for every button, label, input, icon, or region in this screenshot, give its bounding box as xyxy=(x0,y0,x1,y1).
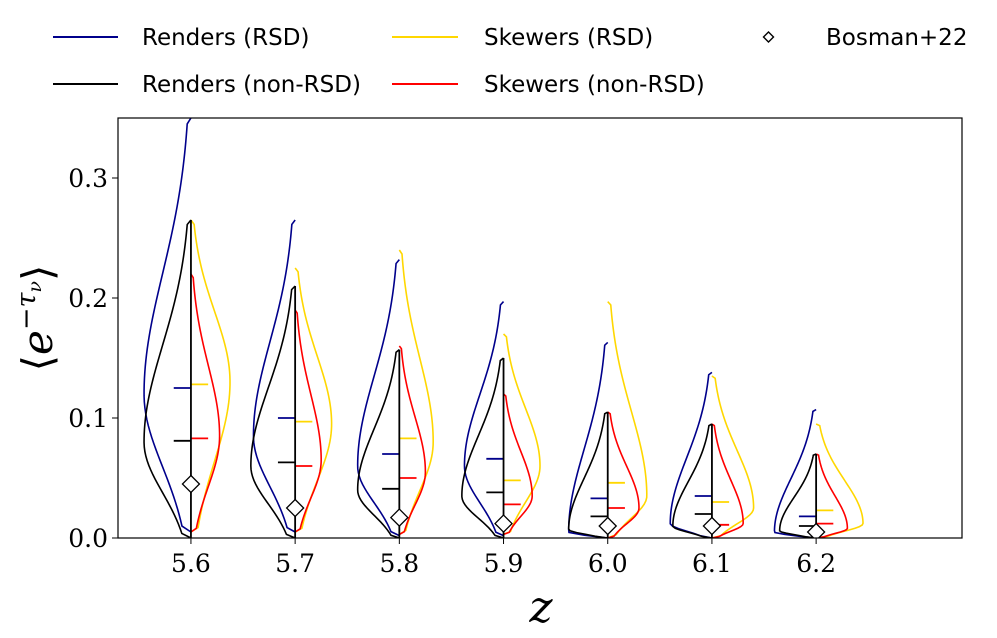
violin-skewers-non-rsd-z6.2 xyxy=(815,453,849,538)
violin-renders-rsd-z5.7 xyxy=(252,219,296,533)
x-tick-label: 6.0 xyxy=(588,549,628,578)
bosman22-point-z5.9 xyxy=(494,514,513,534)
legend-label: Skewers (RSD) xyxy=(484,25,653,51)
violin-renders-rsd-z6.2 xyxy=(773,408,817,538)
legend-label: Bosman+22 xyxy=(826,25,967,51)
violin-skewers-non-rsd-z5.8 xyxy=(398,345,427,536)
legend: Renders (RSD) Skewers (RSD) Bosman+22 Rende… xyxy=(53,25,967,98)
violin-skewers-rsd-z6.2 xyxy=(815,423,864,538)
violin-renders-non-rsd-z5.6 xyxy=(143,219,192,538)
plot-area xyxy=(143,118,864,538)
legend-entry-skewers-non-rsd: Skewers (non-RSD) xyxy=(392,72,705,98)
legend-label: Renders (non-RSD) xyxy=(142,72,361,98)
legend-entry-skewers-rsd: Skewers (RSD) xyxy=(392,25,653,51)
violin-renders-rsd-z5.6 xyxy=(143,118,192,533)
violin-renders-non-rsd-z5.7 xyxy=(250,285,296,538)
violin-skewers-rsd-z6.0 xyxy=(607,301,648,538)
y-axis: 0.0 0.1 0.2 0.3 xyxy=(68,164,118,553)
violin-renders-rsd-z5.9 xyxy=(463,301,505,537)
legend-entry-renders-non-rsd: Renders (non-RSD) xyxy=(53,72,361,98)
bosman22-point-z6.0 xyxy=(598,516,618,536)
legend-entry-bosman-22: Bosman+22 xyxy=(762,25,967,51)
violin-skewers-rsd-z6.1 xyxy=(711,375,755,538)
y-tick-label: 0.0 xyxy=(68,524,108,553)
y-tick-label: 0.1 xyxy=(68,404,108,433)
x-axis-label: z xyxy=(528,582,553,633)
x-tick-label: 5.7 xyxy=(275,549,315,578)
x-axis: 5.6 5.7 5.8 5.9 6.0 6.1 6.2 xyxy=(171,538,836,578)
violin-renders-rsd-z5.8 xyxy=(356,259,400,537)
bosman22-point-z6.1 xyxy=(702,516,722,536)
x-tick-label: 5.6 xyxy=(171,549,211,578)
violin-renders-non-rsd-z5.8 xyxy=(356,348,400,538)
violin-renders-rsd-z6.1 xyxy=(669,371,713,538)
violin-skewers-rsd-z5.8 xyxy=(398,249,434,536)
bosman22-point-z5.6 xyxy=(181,474,201,494)
violin-renders-non-rsd-z6.0 xyxy=(567,411,609,538)
violin-renders-rsd-z6.0 xyxy=(567,341,609,538)
bosman22-point-z6.2 xyxy=(806,522,826,538)
violin-renders-non-rsd-z6.2 xyxy=(778,453,817,538)
legend-label: Renders (RSD) xyxy=(142,25,309,51)
violin-skewers-non-rsd-z6.1 xyxy=(711,423,744,538)
violin-skewers-non-rsd-z6.0 xyxy=(607,411,640,538)
violin-renders-non-rsd-z5.9 xyxy=(461,357,505,538)
x-tick-label: 6.2 xyxy=(796,549,836,578)
violin-skewers-rsd-z5.6 xyxy=(190,219,231,533)
y-tick-label: 0.3 xyxy=(68,164,108,193)
plot-frame xyxy=(117,117,963,539)
bosman22-point-z5.8 xyxy=(389,508,409,528)
y-axis-label-text: ⟨e−τν⟩ xyxy=(11,265,62,372)
violin-skewers-non-rsd-z5.7 xyxy=(294,309,322,533)
violin-skewers-non-rsd-z5.6 xyxy=(190,273,221,533)
x-tick-label: 5.9 xyxy=(484,549,524,578)
plot-layer xyxy=(143,118,864,538)
y-tick-label: 0.2 xyxy=(68,284,108,313)
bosman22-point-z5.7 xyxy=(285,498,305,518)
violin-skewers-non-rsd-z5.9 xyxy=(502,393,533,536)
x-tick-label: 5.8 xyxy=(379,549,419,578)
legend-entry-renders-rsd: Renders (RSD) xyxy=(53,25,309,51)
violin-renders-non-rsd-z6.1 xyxy=(672,423,713,538)
legend-label: Skewers (non-RSD) xyxy=(484,72,705,98)
x-tick-label: 6.1 xyxy=(692,549,732,578)
violin-skewers-rsd-z5.9 xyxy=(502,333,541,536)
legend-swatch-bosman-22 xyxy=(762,31,775,43)
y-axis-label: ⟨e−τν⟩ xyxy=(11,265,62,372)
